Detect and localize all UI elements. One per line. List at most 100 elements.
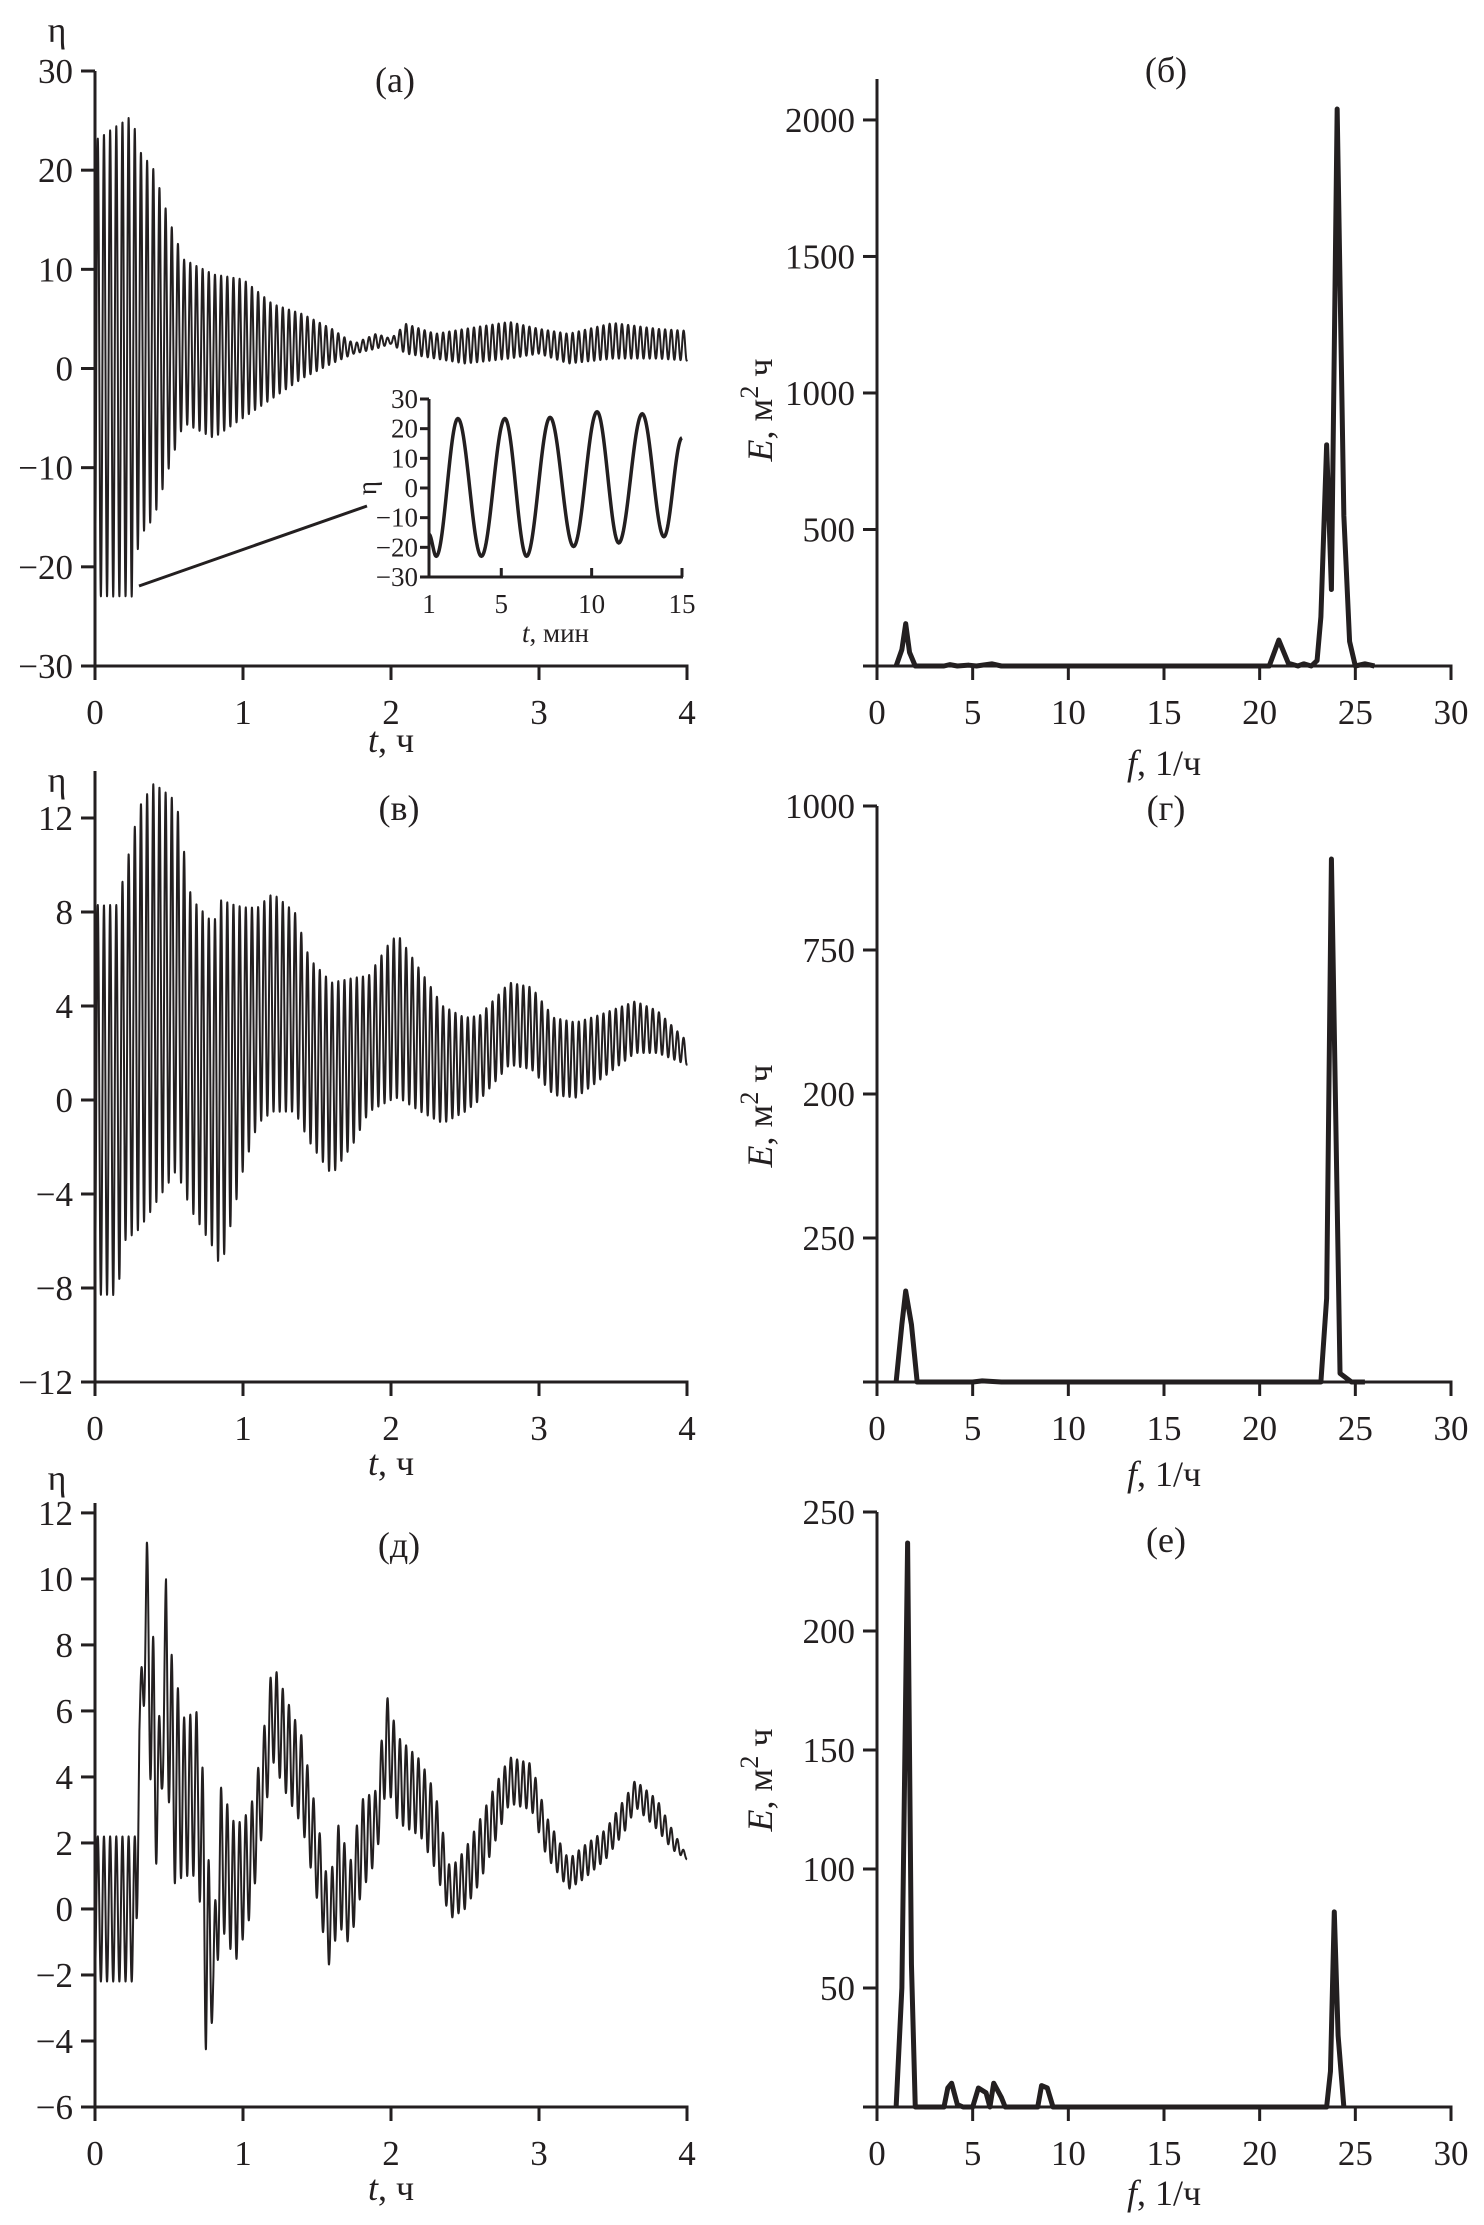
- y-tick-label: 200: [803, 1075, 856, 1114]
- y-tick-label: −6: [36, 2088, 73, 2127]
- x-tick-label: 5: [964, 693, 982, 732]
- y-tick-label: 150: [803, 1731, 856, 1770]
- inset-x-tick-label: 10: [578, 589, 605, 619]
- y-axis-label-variable: E: [740, 439, 780, 462]
- y-tick-label: 0: [56, 1081, 74, 1120]
- x-tick-label: 20: [1242, 1409, 1277, 1448]
- inset-x-axis-label-unit: , мин: [530, 618, 589, 648]
- x-tick-label: 15: [1147, 1409, 1182, 1448]
- x-axis-label-unit: , 1/ч: [1137, 1454, 1201, 1494]
- y-axis-label: η: [48, 1458, 67, 1498]
- y-tick-label: −2: [36, 1956, 73, 1995]
- y-axis-label-unit: ч: [740, 1729, 780, 1756]
- x-tick-label: 0: [86, 2134, 104, 2173]
- y-axis-label-variable: E: [740, 1145, 780, 1168]
- spectrum-line: [893, 106, 1376, 669]
- y-axis-label-unit: ч: [740, 1065, 780, 1092]
- y-tick-label: 50: [820, 1969, 855, 2008]
- x-tick-label: 3: [530, 1409, 548, 1448]
- y-tick-label: 30: [38, 52, 73, 91]
- y-axis-label-unit: ч: [740, 359, 780, 386]
- y-axis-label: E, м2 ч: [735, 359, 780, 463]
- inset-y-tick-label: 20: [391, 414, 418, 444]
- x-axis-label: f, 1/ч: [1127, 743, 1201, 783]
- inset-x-axis-label: t, мин: [522, 618, 589, 648]
- x-axis-label: f, 1/ч: [1127, 2173, 1201, 2213]
- y-tick-label: 250: [803, 1493, 856, 1532]
- panel-label: (а): [375, 60, 415, 100]
- series-line: [94, 1541, 688, 2051]
- y-tick-label: 100: [803, 1850, 856, 1889]
- y-axis-label-unit: , м: [740, 1105, 780, 1146]
- inset-y-tick-label: −20: [376, 532, 418, 562]
- x-tick-label: 2: [382, 693, 400, 732]
- x-axis-label-variable: t: [368, 720, 379, 760]
- panel-label: (в): [379, 788, 420, 828]
- x-axis-label-unit: , ч: [378, 720, 414, 760]
- inset-pointer-line: [138, 504, 368, 588]
- y-axis-label-variable: E: [740, 1809, 780, 1832]
- inset-y-tick-label: −30: [376, 562, 418, 592]
- y-axis-label-superscript: 2: [735, 1756, 764, 1769]
- inset-x-tick-label: 15: [669, 589, 696, 619]
- panel-4: 250 200 750 1000 0 5 10 15 20 25 30 (г) f, 1/ч E, м2 …: [735, 787, 1469, 1494]
- inset-y-tick-label: 10: [391, 443, 418, 473]
- x-axis-label: f, 1/ч: [1127, 1454, 1201, 1494]
- x-tick-label: 15: [1147, 2134, 1182, 2173]
- x-tick-label: 0: [86, 1409, 104, 1448]
- y-tick-label: 12: [38, 1494, 73, 1533]
- x-tick-label: 0: [868, 1409, 886, 1448]
- y-tick-label: 250: [803, 1219, 856, 1258]
- y-axis-label: E, м2 ч: [735, 1065, 780, 1169]
- y-tick-label: 750: [803, 931, 856, 970]
- inset-x-tick-label: 5: [495, 589, 509, 619]
- y-tick-label: −4: [36, 2022, 73, 2061]
- y-tick-label: 4: [56, 987, 74, 1026]
- x-tick-label: 15: [1147, 693, 1182, 732]
- x-tick-label: 0: [868, 2134, 886, 2173]
- y-tick-label: 6: [56, 1692, 74, 1731]
- x-tick-label: 10: [1051, 2134, 1086, 2173]
- y-axis-label-superscript: 2: [735, 1092, 764, 1105]
- y-tick-label: 500: [803, 510, 856, 549]
- x-axis-label: t, ч: [368, 1443, 414, 1483]
- x-tick-label: 1: [234, 2134, 252, 2173]
- panel-label: (д): [378, 1525, 420, 1565]
- x-tick-label: 4: [678, 1409, 696, 1448]
- x-tick-label: 2: [382, 1409, 400, 1448]
- x-axis-label-variable: t: [368, 2168, 379, 2208]
- x-axis-label-unit: , ч: [378, 2168, 414, 2208]
- inset-x-axis-label-variable: t: [522, 618, 531, 648]
- inset-y-tick-label: 30: [391, 384, 418, 414]
- y-tick-label: −4: [36, 1175, 73, 1214]
- y-tick-label: 1000: [785, 787, 855, 826]
- x-axis-label-unit: , ч: [378, 1443, 414, 1483]
- x-axis-label-unit: , 1/ч: [1137, 2173, 1201, 2213]
- x-tick-label: 10: [1051, 1409, 1086, 1448]
- y-axis-label-unit: , м: [740, 399, 780, 440]
- x-tick-label: 25: [1338, 2134, 1373, 2173]
- panel-label: (г): [1147, 788, 1186, 828]
- x-tick-label: 20: [1242, 693, 1277, 732]
- y-tick-label: 1000: [785, 374, 855, 413]
- y-tick-label: 8: [56, 893, 74, 932]
- spectrum-line: [893, 856, 1365, 1385]
- x-tick-label: 3: [530, 2134, 548, 2173]
- inset-x-tick-label: 1: [422, 589, 436, 619]
- panel-2: 500 1000 1500 2000 0 5 10 15 20 25 30 (б) f, 1/ч E, м…: [735, 50, 1469, 783]
- y-tick-label: 8: [56, 1626, 74, 1665]
- y-tick-label: 4: [56, 1758, 74, 1797]
- series-line: [94, 116, 688, 598]
- y-tick-label: −8: [36, 1269, 73, 1308]
- y-axis-label: η: [48, 10, 67, 50]
- y-tick-label: 10: [38, 1560, 73, 1599]
- y-axis-label: E, м2 ч: [735, 1729, 780, 1833]
- series-line: [94, 783, 688, 1297]
- x-tick-label: 10: [1051, 693, 1086, 732]
- x-tick-label: 30: [1434, 1409, 1469, 1448]
- x-axis-label: t, ч: [368, 2168, 414, 2208]
- x-axis-label-unit: , 1/ч: [1137, 743, 1201, 783]
- y-tick-label: 10: [38, 250, 73, 289]
